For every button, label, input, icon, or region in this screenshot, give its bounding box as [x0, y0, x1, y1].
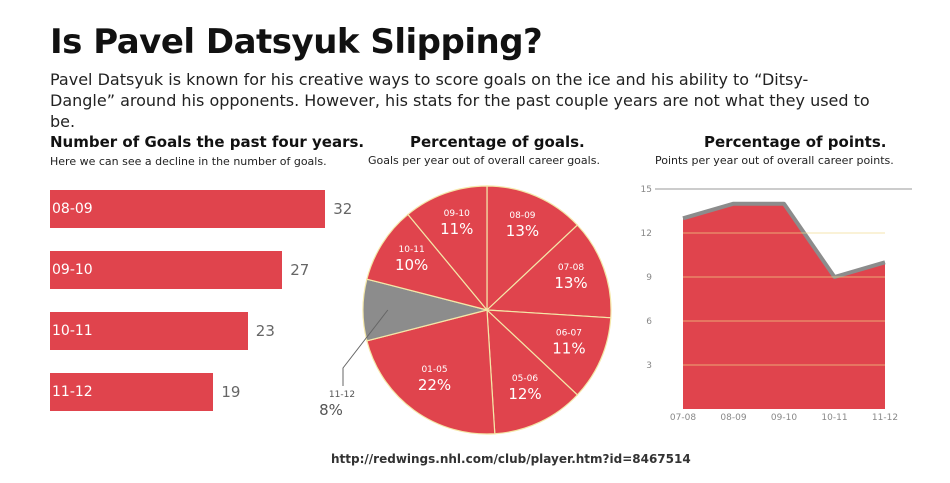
bar-category-label: 08-09 — [52, 201, 93, 217]
x-tick-label: 10-11 — [821, 413, 847, 423]
pie-slice-category-label: 10-11 — [399, 245, 425, 255]
y-tick-label: 12 — [641, 229, 652, 239]
page-title: Is Pavel Datsyuk Slipping? — [50, 22, 543, 62]
pie-slice-percent-label: 12% — [508, 385, 541, 403]
pie-slice-07-08 — [485, 224, 612, 319]
points-area-chart-subtitle: Points per year out of overall career po… — [655, 154, 894, 167]
bar-09-10 — [50, 251, 283, 289]
bar-08-09 — [50, 190, 326, 228]
x-tick-label: 07-08 — [670, 413, 696, 423]
pie-slice-percent-label: 8% — [319, 401, 343, 419]
pie-callout-line — [342, 309, 389, 386]
pie-slice-09-10 — [407, 185, 488, 312]
bar-category-label: 11-12 — [52, 384, 93, 400]
goals-pie-chart-subtitle: Goals per year out of overall career goa… — [368, 154, 600, 167]
bar-10-11 — [50, 312, 248, 350]
x-tick-label: 08-09 — [720, 413, 746, 423]
bar-value-label: 19 — [221, 383, 241, 401]
pie-slice-01-05 — [366, 309, 496, 435]
y-tick-label: 3 — [646, 361, 652, 371]
goals-bar-chart-subtitle: Here we can see a decline in the number … — [50, 155, 327, 168]
y-tick-label: 9 — [646, 273, 652, 283]
y-tick-label: 15 — [641, 185, 652, 195]
area-fill — [683, 203, 885, 409]
pie-slice-10-11 — [366, 213, 489, 312]
pie-slice-category-label: 05-06 — [512, 374, 538, 384]
pie-slice-05-06 — [486, 308, 579, 435]
pie-slice-06-07 — [485, 309, 612, 396]
bar-11-12 — [50, 373, 214, 411]
pie-slice-category-label: 01-05 — [421, 365, 447, 375]
pie-slice-08-09 — [486, 185, 579, 312]
area-line — [682, 201, 886, 279]
pie-slice-category-label: 07-08 — [558, 263, 584, 273]
goals-bar-chart-title: Number of Goals the past four years. — [50, 133, 365, 151]
pie-slice-percent-label: 11% — [440, 220, 473, 238]
bar-value-label: 23 — [255, 322, 275, 340]
pie-slice-percent-label: 22% — [418, 376, 451, 394]
bar-value-label: 32 — [333, 200, 353, 218]
pie-slice-percent-label: 11% — [552, 339, 585, 357]
intro-text: Pavel Datsyuk is known for his creative … — [50, 70, 870, 131]
points-area-chart-title: Percentage of points. — [704, 133, 887, 151]
pie-slice-percent-label: 13% — [554, 274, 587, 292]
y-tick-label: 6 — [646, 317, 652, 327]
bar-value-label: 27 — [290, 261, 310, 279]
bar-category-label: 10-11 — [52, 323, 93, 339]
pie-slice-category-label: 08-09 — [509, 211, 535, 221]
pie-slice-category-label: 09-10 — [444, 209, 470, 219]
pie-slice-category-label: 06-07 — [556, 328, 582, 338]
pie-slice-percent-label: 13% — [506, 222, 539, 240]
pie-slice-category-label: 11-12 — [329, 390, 355, 400]
pie-slice-percent-label: 10% — [395, 256, 428, 274]
source-url: http://redwings.nhl.com/club/player.htm?… — [331, 452, 691, 466]
bar-category-label: 09-10 — [52, 262, 93, 278]
x-tick-label: 09-10 — [771, 413, 797, 423]
goals-pie-chart-title: Percentage of goals. — [410, 133, 585, 151]
x-tick-label: 11-12 — [872, 413, 898, 423]
